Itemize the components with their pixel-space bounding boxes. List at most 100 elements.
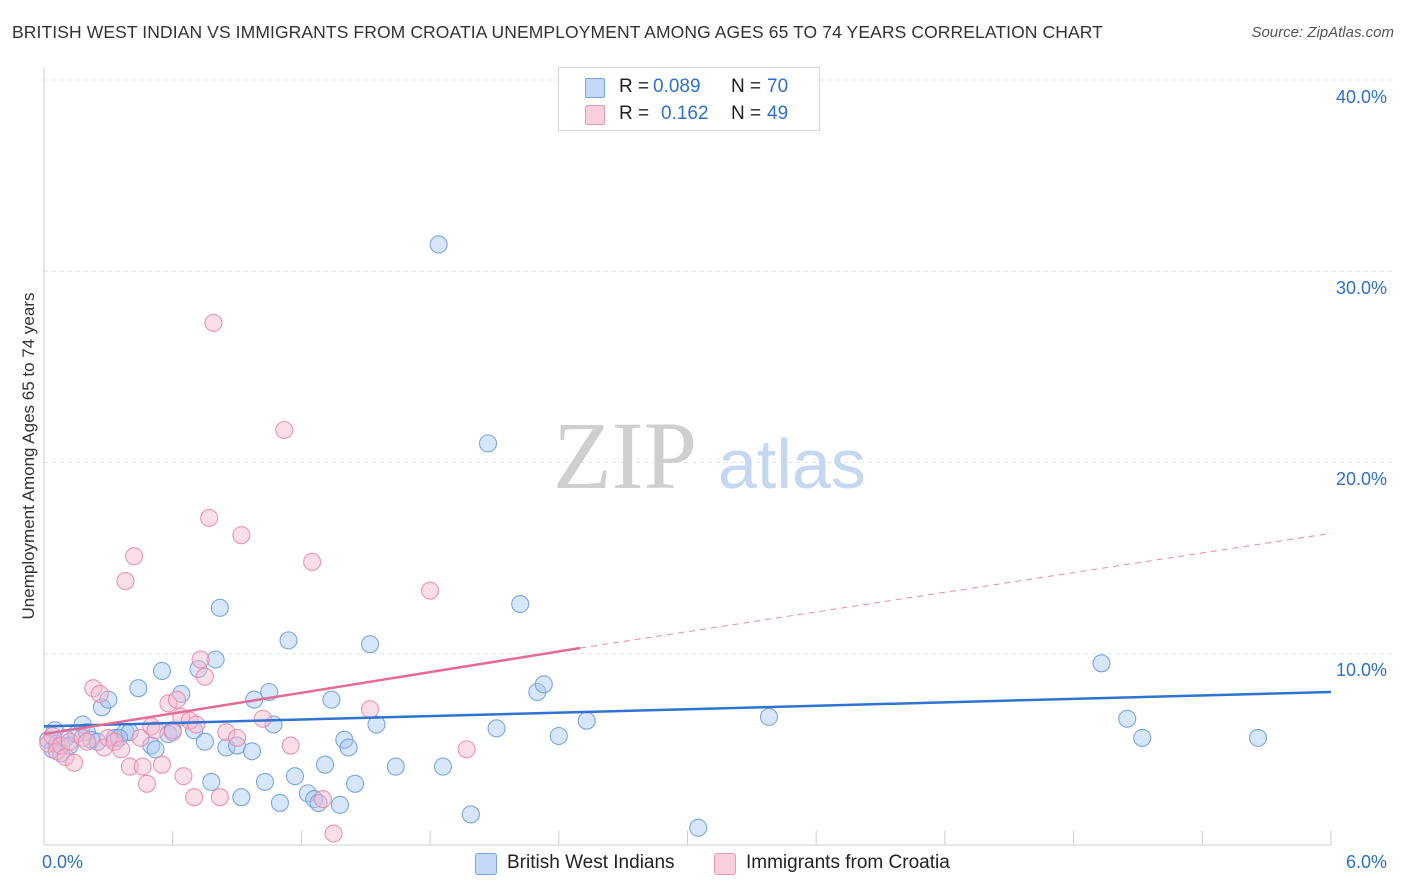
point-immigrants-from-croatia xyxy=(324,824,343,843)
point-british-west-indians xyxy=(255,772,274,791)
point-immigrants-from-croatia xyxy=(210,788,229,807)
legend-n-label: N = xyxy=(731,76,762,97)
point-immigrants-from-croatia xyxy=(313,790,332,809)
correlation-legend: R = 0.089 N = 70 R = 0.162 N = 49 xyxy=(558,67,820,131)
point-british-west-indians xyxy=(232,788,251,807)
point-british-west-indians xyxy=(202,772,221,791)
point-british-west-indians xyxy=(1249,728,1268,747)
point-immigrants-from-croatia xyxy=(131,728,150,747)
y-axis-label: Unemployment Among Ages 65 to 74 years xyxy=(19,292,38,620)
point-british-west-indians xyxy=(152,661,172,681)
point-immigrants-from-croatia xyxy=(191,650,210,669)
point-immigrants-from-croatia xyxy=(303,552,322,572)
point-british-west-indians xyxy=(429,235,448,254)
y-tick-label-20: 20.0% xyxy=(1336,469,1388,489)
point-immigrants-from-croatia xyxy=(112,740,131,759)
point-immigrants-from-croatia xyxy=(187,715,206,734)
point-immigrants-from-croatia xyxy=(77,732,96,751)
point-immigrants-from-croatia xyxy=(152,755,172,774)
point-immigrants-from-croatia xyxy=(281,736,300,755)
trend-extension-immigrants-from-croatia xyxy=(580,532,1332,649)
point-british-west-indians xyxy=(577,711,596,730)
point-british-west-indians xyxy=(285,767,305,786)
legend-swatch-blue xyxy=(475,853,497,875)
legend-r-value: 0.162 xyxy=(661,103,709,124)
point-british-west-indians xyxy=(487,719,506,738)
point-british-west-indians xyxy=(195,732,214,751)
legend-swatch-blue xyxy=(585,78,605,98)
axes xyxy=(43,68,1332,846)
point-british-west-indians xyxy=(534,675,553,694)
point-british-west-indians xyxy=(360,635,380,654)
legend-n-value: 49 xyxy=(767,103,789,124)
point-immigrants-from-croatia xyxy=(195,667,214,686)
series-british-west-indians xyxy=(39,235,1268,837)
y-tick-label-10: 10.0% xyxy=(1336,660,1388,680)
point-british-west-indians xyxy=(339,738,358,757)
point-immigrants-from-croatia xyxy=(52,736,71,755)
legend-n-label: N = xyxy=(731,103,762,124)
point-british-west-indians xyxy=(146,740,165,759)
point-immigrants-from-croatia xyxy=(125,547,144,566)
legend-r-label: R = xyxy=(619,103,650,124)
point-british-west-indians xyxy=(478,434,498,453)
point-british-west-indians xyxy=(322,690,341,709)
legend-r-label: R = xyxy=(619,76,650,97)
point-british-west-indians xyxy=(386,757,405,776)
point-immigrants-from-croatia xyxy=(275,420,294,440)
point-immigrants-from-croatia xyxy=(133,757,152,776)
point-british-west-indians xyxy=(315,755,335,774)
point-british-west-indians xyxy=(279,631,298,650)
x-tick-label-max: 6.0% xyxy=(1346,852,1388,872)
point-immigrants-from-croatia xyxy=(457,740,476,759)
point-british-west-indians xyxy=(330,795,350,814)
legend-label: British West Indians xyxy=(507,852,675,873)
point-british-west-indians xyxy=(210,598,229,617)
trend-line-immigrants-from-croatia xyxy=(43,646,581,736)
point-british-west-indians xyxy=(345,774,365,793)
point-british-west-indians xyxy=(759,707,779,726)
point-british-west-indians xyxy=(129,679,148,698)
point-british-west-indians xyxy=(689,818,708,837)
point-immigrants-from-croatia xyxy=(253,709,272,728)
point-immigrants-from-croatia xyxy=(217,723,236,742)
point-british-west-indians xyxy=(549,726,568,746)
point-immigrants-from-croatia xyxy=(228,728,247,747)
x-tick-label-min: 0.0% xyxy=(42,852,84,872)
y-tick-label-30: 30.0% xyxy=(1336,278,1388,298)
legend-swatch-pink xyxy=(714,853,736,875)
point-immigrants-from-croatia xyxy=(159,694,178,713)
point-immigrants-from-croatia xyxy=(204,313,223,332)
point-immigrants-from-croatia xyxy=(167,690,187,709)
point-british-west-indians xyxy=(270,793,290,812)
point-british-west-indians xyxy=(367,715,386,734)
point-immigrants-from-croatia xyxy=(360,700,380,719)
trend-lines xyxy=(43,532,1332,736)
point-immigrants-from-croatia xyxy=(185,788,204,807)
trend-line-british-west-indians xyxy=(43,690,1332,728)
point-immigrants-from-croatia xyxy=(90,684,109,703)
legend-r-value: 0.089 xyxy=(653,76,701,97)
point-british-west-indians xyxy=(206,650,225,669)
point-british-west-indians xyxy=(1133,728,1152,747)
point-british-west-indians xyxy=(433,757,453,776)
point-immigrants-from-croatia xyxy=(232,526,251,545)
chart-title: BRITISH WEST INDIAN VS IMMIGRANTS FROM C… xyxy=(12,22,1103,42)
point-immigrants-from-croatia xyxy=(105,732,124,751)
series-immigrants-from-croatia xyxy=(39,313,476,843)
y-tick-label-40: 40.0% xyxy=(1336,87,1388,107)
point-british-west-indians xyxy=(92,698,111,717)
legend-swatch-pink xyxy=(585,105,605,125)
point-immigrants-from-croatia xyxy=(116,572,135,591)
watermark-zip: ZIP xyxy=(553,402,697,509)
point-immigrants-from-croatia xyxy=(200,508,219,528)
point-british-west-indians xyxy=(1118,709,1137,728)
point-immigrants-from-croatia xyxy=(421,581,440,600)
legend-label: Immigrants from Croatia xyxy=(746,852,950,873)
point-british-west-indians xyxy=(1092,654,1111,673)
point-british-west-indians xyxy=(461,805,480,824)
source-label: Source: ZipAtlas.com xyxy=(1251,24,1394,41)
point-immigrants-from-croatia xyxy=(137,774,157,793)
legend-n-value: 70 xyxy=(767,76,789,97)
